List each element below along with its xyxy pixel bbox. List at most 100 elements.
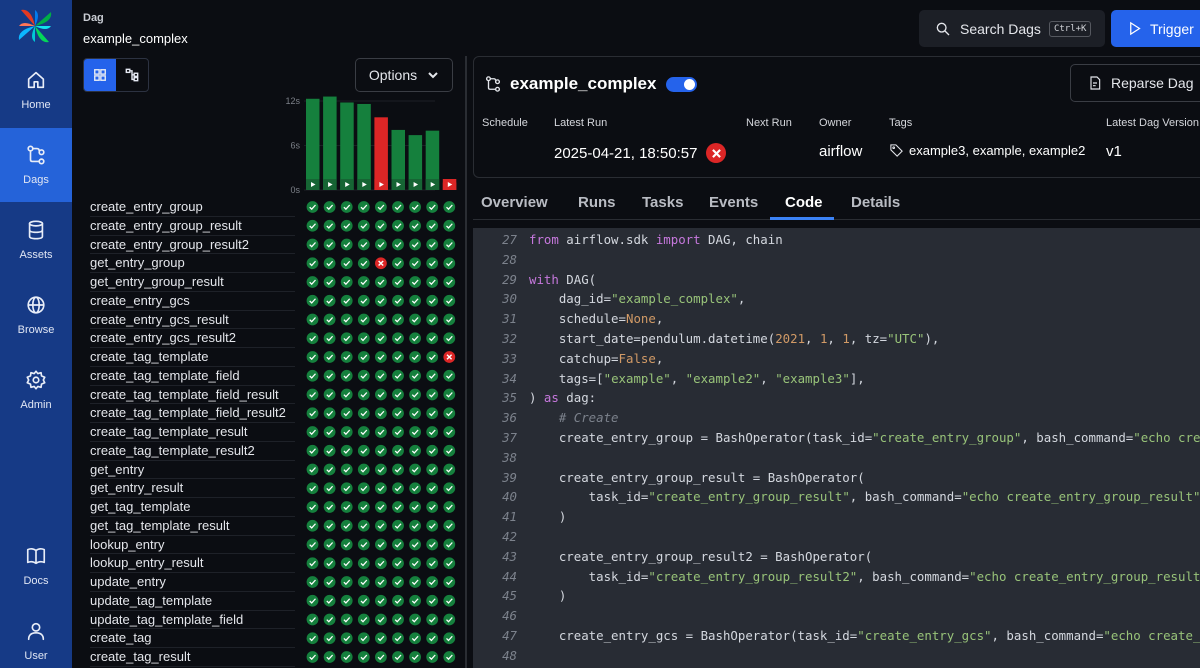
task-status-success[interactable] <box>357 538 370 551</box>
task-status-success[interactable] <box>357 313 370 326</box>
task-row-label[interactable]: create_tag <box>90 629 295 648</box>
task-status-success[interactable] <box>409 332 421 345</box>
task-status-success[interactable] <box>340 369 353 382</box>
task-status-success[interactable] <box>443 557 456 570</box>
task-status-success[interactable] <box>426 332 439 345</box>
task-status-success[interactable] <box>375 313 387 326</box>
task-status-success[interactable] <box>426 651 439 663</box>
task-status-success[interactable] <box>392 632 404 645</box>
task-status-success[interactable] <box>323 257 336 270</box>
task-status-success[interactable] <box>323 276 336 288</box>
trigger-button[interactable]: Trigger <box>1111 10 1200 47</box>
sidebar-item-browse[interactable]: Browse <box>0 278 72 352</box>
task-status-success[interactable] <box>340 538 353 551</box>
task-status-success[interactable] <box>392 594 404 607</box>
tab-details[interactable]: Details <box>851 194 901 211</box>
task-status-success[interactable] <box>426 557 439 570</box>
dag-pause-toggle[interactable] <box>666 76 698 92</box>
reparse-dag-button[interactable]: Reparse Dag <box>1070 64 1200 102</box>
task-status-success[interactable] <box>340 294 353 307</box>
task-row-label[interactable]: update_tag_template <box>90 592 295 611</box>
task-status-success[interactable] <box>340 463 353 476</box>
task-status-success[interactable] <box>409 519 421 532</box>
task-status-success[interactable] <box>375 276 387 288</box>
task-status-success[interactable] <box>323 369 336 382</box>
task-status-success[interactable] <box>426 519 439 532</box>
task-status-success[interactable] <box>306 294 319 307</box>
task-status-success[interactable] <box>357 632 370 645</box>
task-status-success[interactable] <box>323 426 336 438</box>
task-status-success[interactable] <box>443 519 456 532</box>
breadcrumb-dag-name[interactable]: example_complex <box>83 31 188 46</box>
task-status-success[interactable] <box>323 538 336 551</box>
task-status-success[interactable] <box>323 482 336 495</box>
task-status-success[interactable] <box>443 332 456 345</box>
task-status-success[interactable] <box>392 294 404 307</box>
task-status-success[interactable] <box>357 594 370 607</box>
task-status-success[interactable] <box>306 576 319 588</box>
task-status-success[interactable] <box>357 519 370 532</box>
task-status-success[interactable] <box>443 201 456 213</box>
task-status-success[interactable] <box>409 594 421 607</box>
task-status-success[interactable] <box>323 294 336 307</box>
task-status-success[interactable] <box>426 501 439 513</box>
task-status-success[interactable] <box>392 482 404 495</box>
task-status-success[interactable] <box>426 482 439 495</box>
task-status-success[interactable] <box>426 219 439 232</box>
task-status-success[interactable] <box>409 613 421 626</box>
task-status-success[interactable] <box>392 332 404 345</box>
task-status-success[interactable] <box>426 313 439 326</box>
latest-run-value[interactable]: 2025-04-21, 18:50:57 <box>554 143 727 163</box>
task-status-success[interactable] <box>409 632 421 645</box>
task-row-label[interactable]: get_entry_result <box>90 479 295 498</box>
task-status-success[interactable] <box>375 351 387 363</box>
task-status-success[interactable] <box>306 313 319 326</box>
task-status-success[interactable] <box>323 388 336 401</box>
task-status-success[interactable] <box>357 332 370 345</box>
task-status-success[interactable] <box>357 407 370 420</box>
task-status-success[interactable] <box>392 613 404 626</box>
task-status-success[interactable] <box>426 594 439 607</box>
task-status-success[interactable] <box>340 519 353 532</box>
task-status-success[interactable] <box>443 313 456 326</box>
task-row-label[interactable]: create_tag_template <box>90 348 295 367</box>
task-status-success[interactable] <box>443 426 456 438</box>
task-status-success[interactable] <box>375 369 387 382</box>
task-status-success[interactable] <box>409 294 421 307</box>
task-status-success[interactable] <box>443 369 456 382</box>
task-status-success[interactable] <box>340 257 353 270</box>
task-row-label[interactable]: lookup_entry_result <box>90 554 295 573</box>
task-status-success[interactable] <box>340 276 353 288</box>
task-status-success[interactable] <box>357 501 370 513</box>
task-status-success[interactable] <box>426 444 439 457</box>
task-status-success[interactable] <box>306 219 319 232</box>
task-status-success[interactable] <box>323 201 336 213</box>
task-status-success[interactable] <box>375 613 387 626</box>
task-row-label[interactable]: create_tag_template_field <box>90 367 295 386</box>
task-status-success[interactable] <box>375 201 387 213</box>
task-status-success[interactable] <box>392 219 404 232</box>
task-status-success[interactable] <box>426 351 439 363</box>
task-status-success[interactable] <box>409 257 421 270</box>
task-row-label[interactable]: create_entry_gcs <box>90 292 295 311</box>
task-status-success[interactable] <box>323 613 336 626</box>
task-status-success[interactable] <box>375 594 387 607</box>
task-row-label[interactable]: get_entry_group_result <box>90 273 295 292</box>
task-status-success[interactable] <box>357 238 370 251</box>
task-status-success[interactable] <box>426 201 439 213</box>
task-status-success[interactable] <box>340 332 353 345</box>
task-status-success[interactable] <box>323 444 336 457</box>
task-row-label[interactable]: get_tag_template_result <box>90 517 295 536</box>
task-status-success[interactable] <box>375 632 387 645</box>
task-status-success[interactable] <box>443 238 456 251</box>
task-status-success[interactable] <box>375 501 387 513</box>
task-status-success[interactable] <box>340 407 353 420</box>
task-status-success[interactable] <box>340 238 353 251</box>
task-status-success[interactable] <box>409 219 421 232</box>
sidebar-item-docs[interactable]: Docs <box>0 529 72 603</box>
task-row-label[interactable]: create_tag_template_result <box>90 423 295 442</box>
task-status-success[interactable] <box>340 651 353 663</box>
task-status-success[interactable] <box>443 594 456 607</box>
task-status-success[interactable] <box>409 463 421 476</box>
task-row-label[interactable]: get_entry_group <box>90 254 295 273</box>
